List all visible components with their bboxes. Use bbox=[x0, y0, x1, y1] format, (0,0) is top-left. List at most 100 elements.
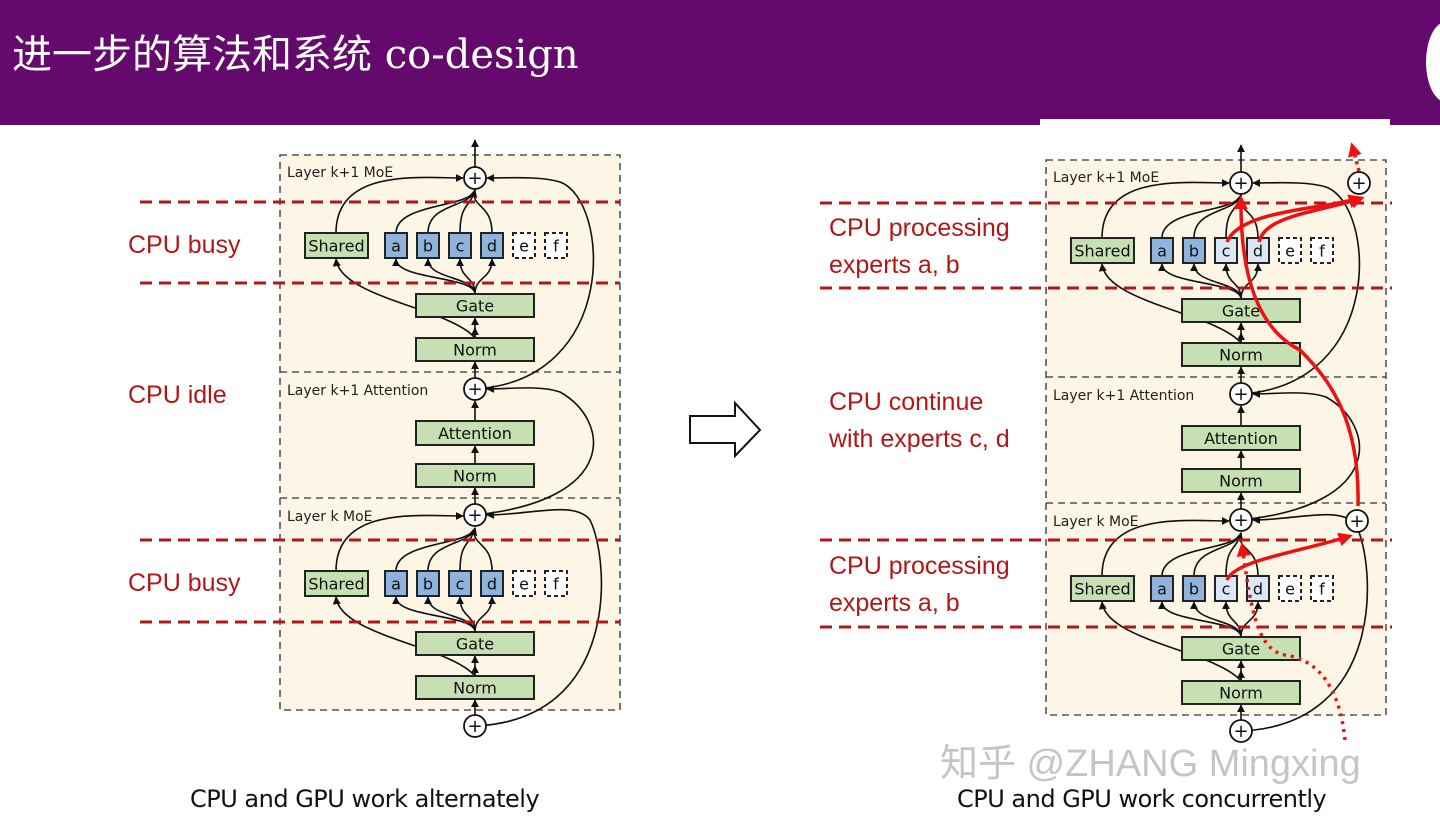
right-upper-expert-f bbox=[1310, 237, 1334, 264]
residual-bottom-arrow bbox=[1240, 513, 1369, 732]
university-logo bbox=[1426, 22, 1440, 102]
left-upper-expert-b bbox=[416, 232, 440, 259]
left-attn-norm bbox=[415, 463, 535, 488]
right-upper-expert-e-label: e bbox=[1285, 242, 1295, 261]
left-annotation-1: CPU busy bbox=[128, 231, 241, 259]
gate-to-expert-a-arrow bbox=[1158, 263, 1242, 300]
shared-to-sum-arrow bbox=[1101, 178, 1230, 239]
right-lower-shared-expert-label: Shared bbox=[1074, 580, 1130, 599]
residual-attn-arrow bbox=[474, 384, 595, 516]
left-lower-norm bbox=[415, 675, 535, 700]
left-lower-gate bbox=[415, 631, 535, 656]
right-lower-gate-label: Gate bbox=[1222, 640, 1260, 659]
right-lower-expert-f bbox=[1310, 575, 1334, 602]
cpu-sum-1 bbox=[1345, 509, 1369, 533]
left-attn-norm-label: Norm bbox=[453, 467, 497, 486]
shared-to-sum-arrow bbox=[335, 511, 464, 572]
right-upper-gate-label: Gate bbox=[1222, 302, 1260, 321]
residual-bottom-arrow bbox=[474, 508, 603, 727]
right-sum-top bbox=[1229, 171, 1253, 195]
right-lower-expert-e-label: e bbox=[1285, 580, 1295, 599]
gate-to-expert-b-arrow bbox=[1190, 601, 1242, 638]
cpu-sum-0 bbox=[1347, 171, 1371, 195]
left-layer-k1-attention-label: Layer k+1 Attention bbox=[287, 383, 428, 399]
right-sum-moe bbox=[1229, 508, 1253, 532]
left-lower-expert-f-label: f bbox=[553, 575, 559, 594]
gate-to-expert-b-arrow bbox=[424, 596, 476, 633]
left-attention bbox=[415, 420, 535, 446]
right-lower-gate bbox=[1181, 636, 1301, 661]
right-sum-attn bbox=[1229, 382, 1253, 406]
right-lower-norm-label: Norm bbox=[1219, 684, 1263, 703]
gate-to-expert-d-arrow bbox=[474, 596, 496, 633]
left-upper-expert-b-label: b bbox=[423, 237, 433, 256]
right-upper-expert-d bbox=[1246, 237, 1270, 264]
right-lower-expert-c-label: c bbox=[1222, 580, 1231, 599]
gate-to-expert-d-arrow bbox=[474, 258, 496, 295]
concurrent-flow-arrows: ++ bbox=[1225, 142, 1371, 741]
expert-d-to-sum-arrow bbox=[469, 189, 493, 234]
left-lower-norm-label: Norm bbox=[453, 679, 497, 698]
right-lower-expert-b-label: b bbox=[1189, 580, 1199, 599]
right-annotation-2-line-1: CPU continue bbox=[829, 388, 984, 416]
right-annotation-1-line-2: experts a, b bbox=[829, 251, 960, 279]
gate-to-expert-b-arrow bbox=[1190, 263, 1242, 300]
right-lower-expert-a-label: a bbox=[1157, 580, 1167, 599]
left-sum-moe-sign: + bbox=[467, 505, 482, 526]
left-upper-norm-label: Norm bbox=[453, 341, 497, 360]
right-attn-norm bbox=[1181, 468, 1301, 493]
cpu-output-dotted-arrow bbox=[1348, 142, 1362, 172]
left-lower-expert-f bbox=[544, 570, 568, 597]
left-lower-expert-a bbox=[384, 570, 408, 597]
right-upper-gate bbox=[1181, 298, 1301, 323]
norm-to-shared-arrow bbox=[332, 596, 476, 677]
left-upper-expert-c bbox=[448, 232, 472, 259]
norm-to-shared-arrow bbox=[1098, 601, 1242, 682]
left-annotation-2: CPU idle bbox=[128, 381, 227, 409]
right-upper-norm bbox=[1181, 342, 1301, 367]
right-sum-input-sign: + bbox=[1233, 721, 1248, 742]
left-layer-k-moe-label: Layer k MoE bbox=[287, 509, 373, 525]
left-lower-shared-expert bbox=[304, 570, 369, 597]
left-upper-expert-f-label: f bbox=[553, 237, 559, 256]
right-upper-norm-label: Norm bbox=[1219, 346, 1263, 365]
right-lower-norm bbox=[1181, 680, 1301, 705]
right-diagram: Layer k+1 MoE Layer k+1 Attention Layer k … bbox=[1045, 144, 1387, 743]
left-lower-expert-a-label: a bbox=[391, 575, 401, 594]
right-lower-expert-d-label: d bbox=[1253, 580, 1263, 599]
right-sum-top-sign: + bbox=[1233, 173, 1248, 194]
left-upper-expert-a-label: a bbox=[391, 237, 401, 256]
right-upper-expert-c bbox=[1214, 237, 1238, 264]
header-strip bbox=[1040, 119, 1390, 127]
left-lower-shared-expert-label: Shared bbox=[308, 575, 364, 594]
right-sum-moe-sign: + bbox=[1233, 510, 1248, 531]
right-lower-expert-a bbox=[1150, 575, 1174, 602]
left-sum-attn-sign: + bbox=[467, 379, 482, 400]
left-caption: CPU and GPU work alternately bbox=[190, 785, 540, 813]
left-upper-shared-expert-label: Shared bbox=[308, 237, 364, 256]
right-lower-expert-b bbox=[1182, 575, 1206, 602]
left-lower-expert-d bbox=[480, 570, 504, 597]
left-lower-expert-c-label: c bbox=[456, 575, 465, 594]
left-upper-expert-e bbox=[512, 232, 536, 259]
right-annotation-1-line-1: CPU processing bbox=[829, 214, 1010, 242]
gate-to-expert-b-arrow bbox=[424, 258, 476, 295]
right-attn-norm-label: Norm bbox=[1219, 472, 1263, 491]
outline-right-arrow-icon bbox=[689, 400, 762, 459]
cpu-phase-divider-lines bbox=[140, 200, 1392, 629]
left-sum-top bbox=[463, 166, 487, 190]
left-lower-expert-c bbox=[448, 570, 472, 597]
right-annotation-3-line-1: CPU processing bbox=[829, 552, 1010, 580]
left-upper-expert-d bbox=[480, 232, 504, 259]
shared-to-sum-arrow bbox=[1101, 516, 1230, 577]
left-sum-input bbox=[463, 714, 487, 738]
left-sum-moe bbox=[463, 503, 487, 527]
slide-title: 进一步的算法和系统 co-design bbox=[12, 32, 579, 78]
cpu-input-dotted-arrow bbox=[1236, 542, 1347, 741]
cpu-sum-to-next-layer-arrow bbox=[1233, 195, 1360, 507]
right-sum-input bbox=[1229, 719, 1253, 743]
left-lower-expert-e-label: e bbox=[519, 575, 529, 594]
norm-to-shared-arrow bbox=[1098, 263, 1242, 344]
left-diagram: Layer k+1 MoE Layer k+1 Attention Layer k … bbox=[279, 139, 621, 738]
